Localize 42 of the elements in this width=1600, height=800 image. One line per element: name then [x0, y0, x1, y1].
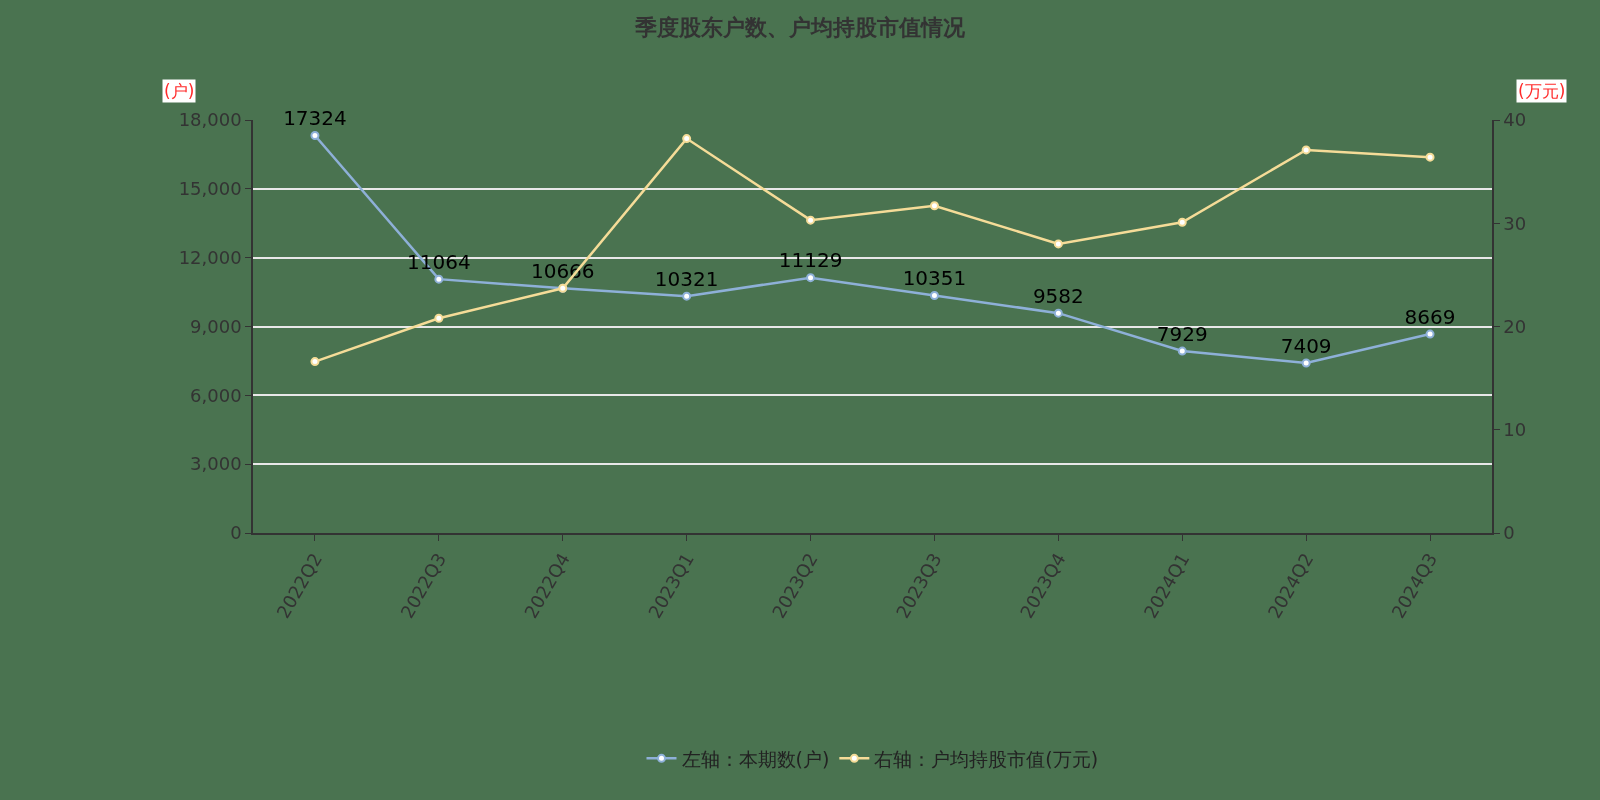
data-label: 9582: [1032, 283, 1084, 308]
data-label: 10351: [902, 266, 967, 291]
point: [1053, 308, 1063, 318]
point: [1301, 145, 1311, 155]
y2-tick-label: 40: [1503, 109, 1527, 131]
y2-tick-label: 0: [1503, 522, 1515, 544]
point: [929, 201, 939, 211]
point: [1053, 239, 1063, 249]
point: [806, 215, 816, 225]
y-tick-label: 18,000: [178, 109, 242, 131]
point: [806, 273, 816, 283]
point: [682, 134, 692, 144]
y2-axis-title: (万元): [1518, 81, 1566, 101]
y-tick-label: 6,000: [190, 384, 242, 406]
y-tick-label: 15,000: [178, 178, 242, 200]
y-tick-label: 12,000: [178, 246, 242, 268]
y2-tick-label: 30: [1503, 212, 1527, 234]
y-axis-title: (户): [164, 81, 195, 101]
point: [682, 291, 692, 301]
y-tick-label: 0: [230, 522, 242, 544]
point: [1425, 152, 1435, 162]
data-label: 7409: [1280, 333, 1332, 358]
data-label: 8669: [1404, 304, 1456, 329]
point: [929, 291, 939, 300]
y2-tick-label: 10: [1503, 419, 1527, 441]
point: [1177, 217, 1187, 227]
data-label: 17324: [283, 106, 347, 131]
point: [310, 357, 320, 367]
data-label: 10321: [654, 266, 719, 291]
point: [434, 274, 444, 284]
y-tick-label: 9,000: [190, 315, 242, 337]
point: [310, 131, 320, 141]
data-label: 7929: [1156, 321, 1208, 346]
y2-tick-label: 20: [1503, 315, 1527, 337]
chart-title: 季度股东户数、户均持股市值情况: [634, 15, 966, 41]
point: [1425, 329, 1435, 339]
legend-label: 左轴：本期数(户): [681, 747, 830, 770]
point: [1177, 346, 1187, 356]
point: [1301, 358, 1311, 368]
point: [434, 313, 444, 323]
legend-label: 右轴：户均持股市值(万元): [874, 747, 1099, 770]
y-tick-label: 3,000: [190, 453, 242, 475]
